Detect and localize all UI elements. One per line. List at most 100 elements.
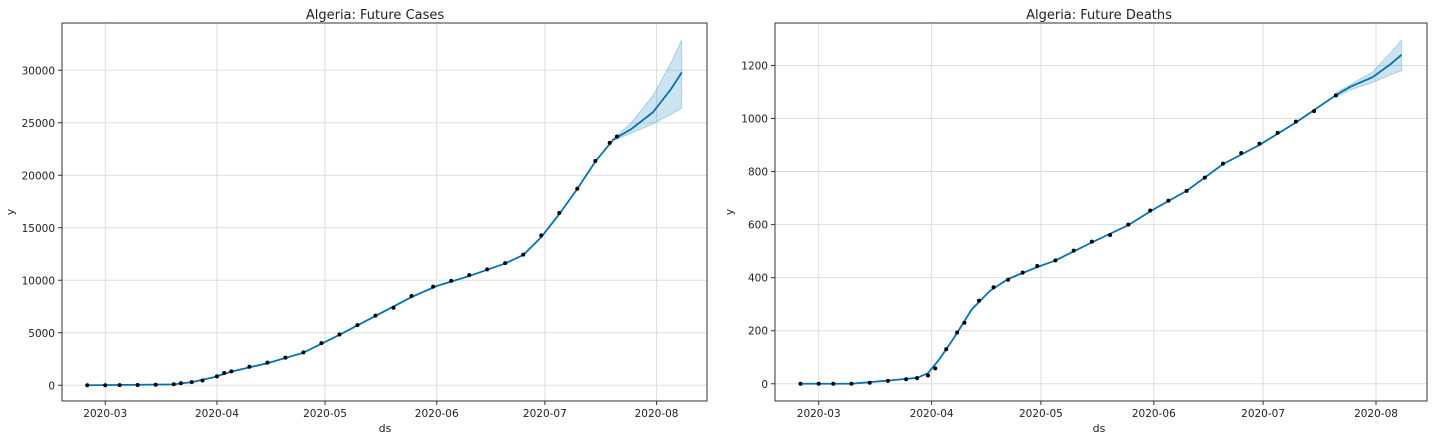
observed-point bbox=[962, 320, 967, 325]
observed-point bbox=[1257, 141, 1262, 146]
observed-point bbox=[1333, 93, 1338, 98]
observed-point bbox=[539, 233, 544, 238]
observed-point bbox=[319, 341, 324, 346]
observed-point bbox=[467, 273, 472, 278]
y-tick-label: 400 bbox=[748, 273, 768, 285]
y-tick-label: 1200 bbox=[741, 60, 768, 72]
observed-point bbox=[1166, 198, 1171, 203]
observed-point bbox=[1053, 258, 1058, 263]
observed-point bbox=[373, 313, 378, 318]
observed-point bbox=[265, 360, 270, 365]
observed-point bbox=[849, 381, 854, 386]
y-tick-label: 20000 bbox=[22, 170, 55, 182]
plot-area bbox=[62, 23, 707, 401]
observed-point bbox=[449, 278, 454, 283]
x-tick-label: 2020-05 bbox=[303, 408, 347, 420]
observed-point bbox=[955, 330, 960, 335]
y-tick-label: 15000 bbox=[22, 223, 55, 235]
y-tick-label: 0 bbox=[761, 379, 768, 391]
y-tick-label: 10000 bbox=[22, 275, 55, 287]
observed-point bbox=[85, 383, 90, 388]
chart-title: Algeria: Future Deaths bbox=[1026, 8, 1172, 23]
observed-point bbox=[885, 378, 890, 383]
y-tick-label: 5000 bbox=[28, 328, 55, 340]
observed-point bbox=[1020, 270, 1025, 275]
observed-point bbox=[409, 293, 414, 298]
y-tick-label: 800 bbox=[748, 167, 768, 179]
axes-frame bbox=[774, 22, 1428, 402]
observed-point bbox=[247, 364, 252, 369]
deaths-chart: Algeria: Future Deaths 2020-03 2020-04 202… bbox=[723, 8, 1428, 435]
observed-point bbox=[222, 370, 227, 375]
observed-point bbox=[1293, 119, 1298, 124]
observed-point bbox=[301, 350, 306, 355]
observed-point bbox=[904, 377, 909, 382]
observed-point bbox=[867, 380, 872, 385]
observed-point bbox=[557, 211, 562, 216]
x-tick-label: 2020-04 bbox=[195, 408, 239, 420]
observed-point bbox=[1126, 222, 1131, 227]
observed-point bbox=[831, 381, 836, 386]
observed-point bbox=[1184, 188, 1189, 193]
observed-point bbox=[521, 252, 526, 257]
x-tick-label: 2020-03 bbox=[797, 408, 841, 420]
observed-point bbox=[153, 382, 158, 387]
observed-point bbox=[593, 159, 598, 164]
x-tick-label: 2020-03 bbox=[83, 408, 127, 420]
observed-point bbox=[798, 381, 803, 386]
x-tick-label: 2020-04 bbox=[910, 408, 954, 420]
observed-point bbox=[991, 285, 996, 290]
observed-point bbox=[575, 186, 580, 191]
observed-point bbox=[103, 383, 108, 388]
observed-point bbox=[816, 381, 821, 386]
observed-point bbox=[337, 332, 342, 337]
axes-frame bbox=[61, 22, 708, 402]
y-tick-label: 200 bbox=[748, 326, 768, 338]
x-tick-label: 2020-05 bbox=[1019, 408, 1063, 420]
observed-point bbox=[135, 383, 140, 388]
observed-point bbox=[1148, 208, 1153, 213]
plot-area bbox=[775, 23, 1427, 401]
observed-point bbox=[944, 347, 949, 352]
observed-point bbox=[925, 373, 930, 378]
observed-point bbox=[607, 140, 612, 145]
x-tick-label: 2020-08 bbox=[635, 408, 679, 420]
observed-point bbox=[214, 374, 219, 379]
y-tick-label: 0 bbox=[48, 380, 55, 392]
observed-point bbox=[1239, 150, 1244, 155]
y-axis-label: y bbox=[723, 208, 736, 215]
x-tick-label: 2020-06 bbox=[1132, 408, 1176, 420]
chart-title: Algeria: Future Cases bbox=[306, 8, 445, 23]
x-tick-label: 2020-08 bbox=[1354, 408, 1398, 420]
x-tick-label: 2020-07 bbox=[523, 408, 567, 420]
observed-point bbox=[915, 376, 920, 381]
observed-point bbox=[614, 134, 619, 139]
observed-point bbox=[976, 298, 981, 303]
observed-point bbox=[503, 261, 508, 266]
observed-point bbox=[1275, 130, 1280, 135]
observed-point bbox=[117, 383, 122, 388]
y-tick-label: 1000 bbox=[741, 113, 768, 125]
observed-point bbox=[189, 380, 194, 385]
x-axis-label: ds bbox=[1093, 422, 1106, 435]
observed-point bbox=[200, 378, 205, 383]
x-axis-label: ds bbox=[379, 422, 392, 435]
observed-point bbox=[355, 323, 360, 328]
observed-point bbox=[391, 305, 396, 310]
y-tick-label: 600 bbox=[748, 220, 768, 232]
observed-point bbox=[1202, 175, 1207, 180]
y-tick-label: 30000 bbox=[22, 65, 55, 77]
x-tick-label: 2020-06 bbox=[415, 408, 459, 420]
observed-point bbox=[1221, 161, 1226, 166]
uncertainty-interval bbox=[612, 39, 683, 142]
observed-point bbox=[933, 366, 938, 371]
y-axis-label: y bbox=[4, 208, 17, 215]
observed-point bbox=[1108, 232, 1113, 237]
observed-point bbox=[1312, 109, 1317, 114]
observed-point bbox=[1089, 239, 1094, 244]
observed-point bbox=[431, 284, 436, 289]
observed-point bbox=[229, 369, 234, 374]
observed-point bbox=[171, 382, 176, 387]
observed-point bbox=[1071, 248, 1076, 253]
